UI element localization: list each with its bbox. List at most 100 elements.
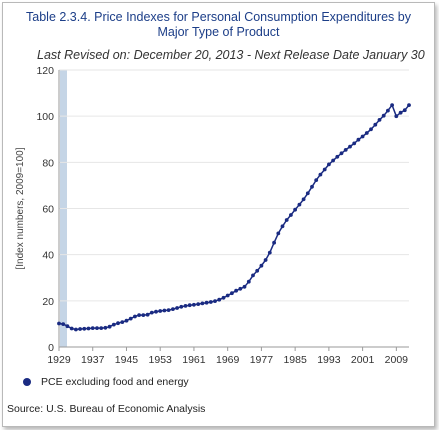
y-tick-label: 20 — [42, 296, 54, 308]
data-point — [103, 325, 108, 330]
data-point — [301, 197, 306, 202]
data-point — [107, 324, 112, 329]
data-point — [82, 326, 87, 331]
data-point — [217, 297, 222, 302]
data-point — [175, 306, 180, 310]
data-point — [65, 324, 70, 329]
data-point — [348, 144, 352, 149]
data-point — [166, 308, 171, 312]
data-point — [171, 307, 175, 311]
data-point — [390, 103, 394, 107]
data-point — [124, 318, 129, 323]
data-point — [162, 308, 167, 313]
data-point — [255, 268, 260, 273]
x-tick-label: 1945 — [115, 354, 139, 366]
line-chart: 0 20 40 60 80 100 120 1929 1937 1945 1953 1961 1969 1… — [15, 65, 411, 366]
chart-title: Table 2.3.4. Price Indexes for Personal … — [3, 10, 434, 40]
y-tick-label: 40 — [42, 250, 54, 262]
legend: PCE excluding food and energy — [23, 376, 189, 388]
data-point — [204, 300, 209, 305]
data-point — [407, 103, 411, 107]
data-point — [305, 191, 310, 196]
chart-subtitle: Last Revised on: December 20, 2013 - Nex… — [37, 48, 425, 62]
data-point — [398, 110, 403, 115]
data-point — [394, 114, 399, 119]
data-point — [310, 184, 314, 189]
data-point — [314, 178, 319, 183]
data-point — [183, 304, 188, 308]
data-point — [331, 158, 335, 163]
y-axis-title: [Index numbers, 2009=100] — [15, 147, 26, 269]
x-tick-label: 2009 — [385, 354, 409, 366]
data-point — [208, 300, 213, 304]
data-point — [238, 286, 243, 291]
data-point — [192, 302, 196, 307]
chart-title-line-2: Major Type of Product — [157, 25, 280, 39]
data-point — [373, 122, 378, 127]
data-point — [78, 327, 82, 331]
data-point — [86, 326, 91, 331]
data-point — [187, 303, 192, 308]
data-point — [251, 273, 255, 278]
x-tick-label: 1937 — [81, 354, 105, 366]
y-tick-label: 0 — [48, 342, 54, 354]
source-note: Source: U.S. Bureau of Economic Analysis — [7, 403, 206, 415]
data-point — [377, 118, 382, 122]
data-point — [293, 207, 297, 212]
data-point — [322, 167, 327, 172]
y-tick-label: 120 — [36, 65, 54, 77]
x-tick-label: 1969 — [216, 354, 240, 366]
data-point — [289, 213, 293, 217]
data-point — [339, 151, 344, 156]
data-point — [196, 302, 201, 306]
y-tick-label: 60 — [42, 204, 54, 216]
data-point — [352, 141, 357, 146]
data-point — [200, 301, 205, 306]
data-point — [128, 316, 133, 321]
data-point — [267, 250, 272, 255]
data-point — [74, 327, 78, 332]
data-point — [259, 263, 264, 268]
data-point — [133, 314, 137, 319]
data-point — [225, 293, 230, 298]
y-tick-label: 80 — [42, 157, 54, 169]
data-point — [154, 309, 158, 314]
data-point — [57, 321, 61, 326]
data-point — [145, 312, 150, 317]
data-point — [158, 309, 163, 313]
data-point — [327, 162, 331, 167]
legend-marker — [23, 378, 31, 386]
y-tick-label: 100 — [36, 111, 54, 123]
chart-panel: Table 2.3.4. Price Indexes for Personal … — [2, 2, 435, 427]
data-point — [369, 127, 373, 132]
data-point — [230, 291, 234, 296]
x-tick-label: 1985 — [283, 354, 307, 366]
data-point — [386, 108, 390, 113]
data-point — [95, 326, 99, 330]
data-point — [297, 202, 302, 207]
x-tick-label: 1977 — [250, 354, 274, 366]
data-point — [141, 313, 146, 317]
data-point — [61, 322, 66, 326]
chart-title-line-1: Table 2.3.4. Price Indexes for Personal … — [26, 10, 411, 24]
data-point — [213, 299, 217, 303]
legend-label: PCE excluding food and energy — [41, 376, 189, 388]
data-point — [111, 322, 116, 327]
data-point — [234, 288, 239, 293]
x-tick-label: 1993 — [317, 354, 341, 366]
data-point — [381, 113, 386, 118]
data-point — [343, 148, 348, 152]
data-point — [221, 295, 226, 300]
data-point — [280, 224, 285, 229]
data-point — [364, 131, 369, 135]
x-tick-label: 1929 — [47, 354, 71, 366]
x-tick-label: 1961 — [182, 354, 206, 366]
data-point — [120, 320, 125, 324]
data-point — [99, 326, 104, 330]
data-point — [246, 279, 251, 284]
x-tick-label: 1953 — [149, 354, 173, 366]
series-line — [58, 104, 410, 331]
data-point — [402, 108, 407, 113]
data-point — [360, 134, 365, 139]
data-point — [116, 321, 120, 326]
